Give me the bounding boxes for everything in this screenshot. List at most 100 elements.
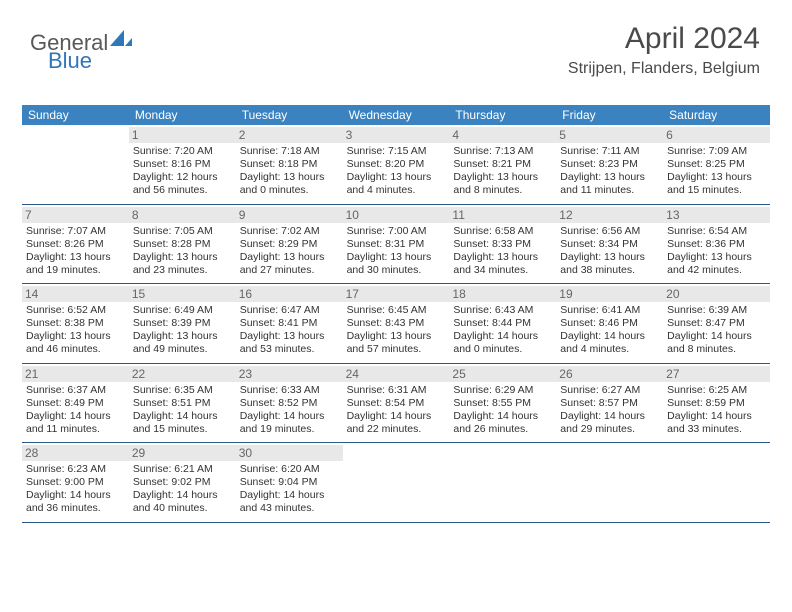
day-number: 21 (22, 366, 129, 382)
calendar-day: 17Sunrise: 6:45 AMSunset: 8:43 PMDayligh… (343, 284, 450, 363)
day-number: 4 (449, 127, 556, 143)
day-info: Sunrise: 6:35 AMSunset: 8:51 PMDaylight:… (133, 384, 232, 437)
location: Strijpen, Flanders, Belgium (568, 60, 760, 78)
day-number: 27 (663, 366, 770, 382)
weekday-header: Sunday (22, 105, 129, 125)
weekday-header: Friday (556, 105, 663, 125)
calendar-day: 27 Sunrise: 6:25 AMSunset: 8:59 PMDayligh… (663, 364, 770, 443)
calendar-day: 8 Sunrise: 7:05 AMSunset: 8:28 PMDaylight… (129, 205, 236, 284)
calendar-day: 7 Sunrise: 7:07 AMSunset: 8:26 PMDaylight… (22, 205, 129, 284)
calendar: Sunday Monday Tuesday Wednesday Thursday… (22, 105, 770, 523)
calendar-day: 1 Sunrise: 7:20 AMSunset: 8:16 PMDaylight… (129, 125, 236, 204)
calendar-day: 15 Sunrise: 6:49 AMSunset: 8:39 PMDayligh… (129, 284, 236, 363)
day-info: Sunrise: 7:09 AMSunset: 8:25 PMDaylight:… (667, 145, 766, 198)
day-number: 12 (556, 207, 663, 223)
day-info: Sunrise: 7:11 AMSunset: 8:23 PMDaylight:… (560, 145, 659, 198)
calendar-day (449, 443, 556, 522)
day-number: 6 (663, 127, 770, 143)
day-number: 25 (449, 366, 556, 382)
day-info: Sunrise: 7:13 AMSunset: 8:21 PMDaylight:… (453, 145, 552, 198)
day-number: 11 (449, 207, 556, 223)
day-number: 3 (343, 127, 450, 143)
day-info: Sunrise: 6:47 AMSunset: 8:41 PMDaylight:… (240, 304, 339, 357)
day-info: Sunrise: 6:21 AMSunset: 9:02 PMDaylight:… (133, 463, 232, 516)
day-info: Sunrise: 7:20 AMSunset: 8:16 PMDaylight:… (133, 145, 232, 198)
day-info: Sunrise: 7:18 AMSunset: 8:18 PMDaylight:… (240, 145, 339, 198)
day-info: Sunrise: 6:37 AMSunset: 8:49 PMDaylight:… (26, 384, 125, 437)
day-number: 28 (22, 445, 129, 461)
day-number: 13 (663, 207, 770, 223)
calendar-day: 23Sunrise: 6:33 AMSunset: 8:52 PMDayligh… (236, 364, 343, 443)
weekday-header: Thursday (449, 105, 556, 125)
day-info: Sunrise: 7:07 AMSunset: 8:26 PMDaylight:… (26, 225, 125, 278)
day-number: 14 (22, 286, 129, 302)
calendar-day: 5 Sunrise: 7:11 AMSunset: 8:23 PMDaylight… (556, 125, 663, 204)
calendar-day (343, 443, 450, 522)
logo-triangle-icon (110, 26, 132, 52)
day-number: 23 (236, 366, 343, 382)
day-number: 9 (236, 207, 343, 223)
day-info: Sunrise: 6:27 AMSunset: 8:57 PMDaylight:… (560, 384, 659, 437)
day-info: Sunrise: 6:31 AMSunset: 8:54 PMDaylight:… (347, 384, 446, 437)
day-info: Sunrise: 6:29 AMSunset: 8:55 PMDaylight:… (453, 384, 552, 437)
calendar-week: 7 Sunrise: 7:07 AMSunset: 8:26 PMDaylight… (22, 205, 770, 285)
month-title: April 2024 (568, 22, 760, 56)
day-info: Sunrise: 7:00 AMSunset: 8:31 PMDaylight:… (347, 225, 446, 278)
day-number: 8 (129, 207, 236, 223)
day-number: 19 (556, 286, 663, 302)
day-number: 2 (236, 127, 343, 143)
calendar-day: 30 Sunrise: 6:20 AMSunset: 9:04 PMDayligh… (236, 443, 343, 522)
day-number: 10 (343, 207, 450, 223)
calendar-day: 18 Sunrise: 6:43 AMSunset: 8:44 PMDayligh… (449, 284, 556, 363)
day-info: Sunrise: 6:23 AMSunset: 9:00 PMDaylight:… (26, 463, 125, 516)
day-info: Sunrise: 6:49 AMSunset: 8:39 PMDaylight:… (133, 304, 232, 357)
calendar-day: 10 Sunrise: 7:00 AMSunset: 8:31 PMDayligh… (343, 205, 450, 284)
calendar-day: 16 Sunrise: 6:47 AMSunset: 8:41 PMDayligh… (236, 284, 343, 363)
calendar-day: 24 Sunrise: 6:31 AMSunset: 8:54 PMDayligh… (343, 364, 450, 443)
calendar-day: 26 Sunrise: 6:27 AMSunset: 8:57 PMDayligh… (556, 364, 663, 443)
calendar-day: 29 Sunrise: 6:21 AMSunset: 9:02 PMDayligh… (129, 443, 236, 522)
day-info: Sunrise: 7:02 AMSunset: 8:29 PMDaylight:… (240, 225, 339, 278)
calendar-day: 20Sunrise: 6:39 AMSunset: 8:47 PMDayligh… (663, 284, 770, 363)
day-info: Sunrise: 6:54 AMSunset: 8:36 PMDaylight:… (667, 225, 766, 278)
day-info: Sunrise: 7:15 AMSunset: 8:20 PMDaylight:… (347, 145, 446, 198)
day-info: Sunrise: 6:58 AMSunset: 8:33 PMDaylight:… (453, 225, 552, 278)
calendar-day: 9 Sunrise: 7:02 AMSunset: 8:29 PMDaylight… (236, 205, 343, 284)
weekday-header: Wednesday (343, 105, 450, 125)
calendar-day: 28 Sunrise: 6:23 AMSunset: 9:00 PMDayligh… (22, 443, 129, 522)
calendar-day (22, 125, 129, 204)
day-number: 29 (129, 445, 236, 461)
day-info: Sunrise: 7:05 AMSunset: 8:28 PMDaylight:… (133, 225, 232, 278)
day-info: Sunrise: 6:52 AMSunset: 8:38 PMDaylight:… (26, 304, 125, 357)
day-number: 15 (129, 286, 236, 302)
day-info: Sunrise: 6:25 AMSunset: 8:59 PMDaylight:… (667, 384, 766, 437)
day-number: 18 (449, 286, 556, 302)
weekday-header: Monday (129, 105, 236, 125)
calendar-day (663, 443, 770, 522)
day-number: 22 (129, 366, 236, 382)
calendar-week: 14 Sunrise: 6:52 AMSunset: 8:38 PMDayligh… (22, 284, 770, 364)
calendar-day: 11 Sunrise: 6:58 AMSunset: 8:33 PMDayligh… (449, 205, 556, 284)
day-info: Sunrise: 6:43 AMSunset: 8:44 PMDaylight:… (453, 304, 552, 357)
day-info: Sunrise: 6:20 AMSunset: 9:04 PMDaylight:… (240, 463, 339, 516)
logo-text-blue: Blue (48, 48, 92, 74)
calendar-day: 25 Sunrise: 6:29 AMSunset: 8:55 PMDayligh… (449, 364, 556, 443)
day-number: 20 (663, 286, 770, 302)
calendar-day: 3 Sunrise: 7:15 AMSunset: 8:20 PMDaylight… (343, 125, 450, 204)
calendar-day: 21 Sunrise: 6:37 AMSunset: 8:49 PMDayligh… (22, 364, 129, 443)
day-number: 16 (236, 286, 343, 302)
day-number: 24 (343, 366, 450, 382)
day-number: 1 (129, 127, 236, 143)
calendar-day: 2 Sunrise: 7:18 AMSunset: 8:18 PMDaylight… (236, 125, 343, 204)
day-info: Sunrise: 6:45 AMSunset: 8:43 PMDaylight:… (347, 304, 446, 357)
day-number: 26 (556, 366, 663, 382)
weekday-header-row: Sunday Monday Tuesday Wednesday Thursday… (22, 105, 770, 125)
weekday-header: Saturday (663, 105, 770, 125)
day-info: Sunrise: 6:41 AMSunset: 8:46 PMDaylight:… (560, 304, 659, 357)
day-number: 5 (556, 127, 663, 143)
day-number: 7 (22, 207, 129, 223)
calendar-day: 4 Sunrise: 7:13 AMSunset: 8:21 PMDaylight… (449, 125, 556, 204)
day-number: 30 (236, 445, 343, 461)
calendar-day (556, 443, 663, 522)
calendar-day: 6 Sunrise: 7:09 AMSunset: 8:25 PMDaylight… (663, 125, 770, 204)
